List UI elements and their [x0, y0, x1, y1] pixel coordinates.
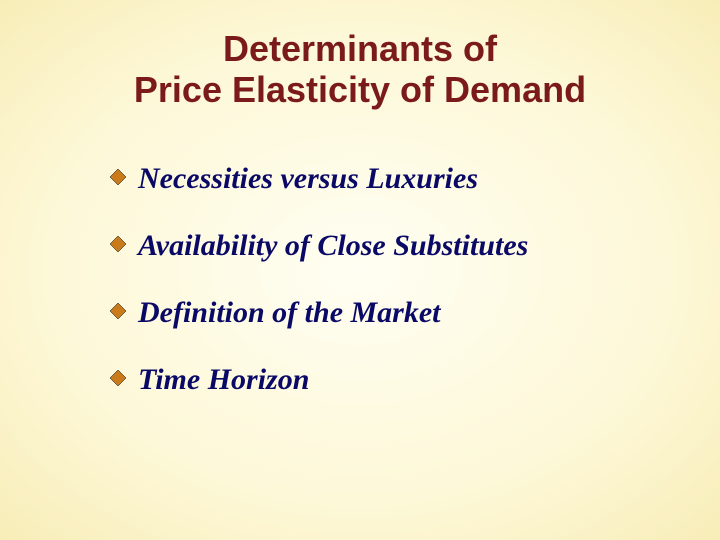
slide: Determinants of Price Elasticity of Dema… [0, 0, 720, 540]
bullet-list: Necessities versus Luxuries Availability… [60, 159, 660, 399]
slide-title: Determinants of Price Elasticity of Dema… [60, 28, 660, 111]
list-item: Availability of Close Substitutes [110, 226, 660, 265]
diamond-bullet-icon [110, 370, 126, 386]
diamond-bullet-icon [110, 236, 126, 252]
bullet-text: Time Horizon [138, 363, 309, 396]
diamond-bullet-icon [110, 169, 126, 185]
diamond-bullet-icon [110, 303, 126, 319]
list-item: Time Horizon [110, 360, 660, 399]
title-line-1: Determinants of [223, 28, 497, 69]
list-item: Necessities versus Luxuries [110, 159, 660, 198]
title-line-2: Price Elasticity of Demand [134, 69, 586, 110]
bullet-text: Definition of the Market [138, 296, 441, 329]
bullet-text: Availability of Close Substitutes [138, 229, 528, 262]
bullet-text: Necessities versus Luxuries [138, 162, 478, 195]
list-item: Definition of the Market [110, 293, 660, 332]
